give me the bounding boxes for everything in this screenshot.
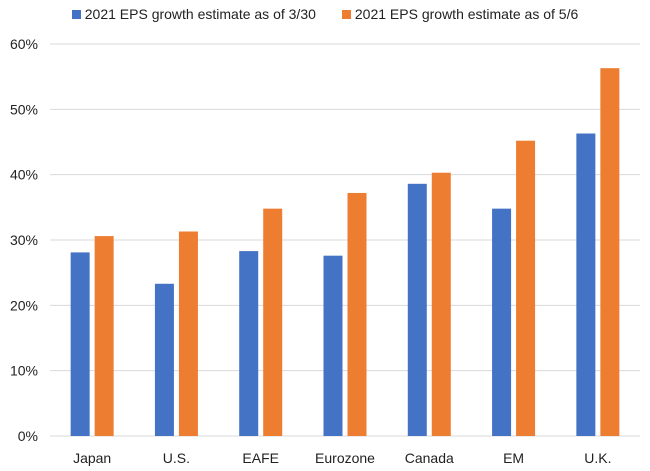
legend: 2021 EPS growth estimate as of 3/30 2021… [0, 6, 650, 22]
bar-blue [492, 208, 512, 436]
legend-label: 2021 EPS growth estimate as of 5/6 [354, 6, 579, 22]
bar-orange [516, 140, 536, 436]
x-tick-label: Eurozone [315, 450, 375, 466]
y-tick-label: 40% [10, 167, 38, 183]
bar-blue [576, 133, 596, 437]
bar-orange [347, 192, 367, 436]
bar-orange [431, 172, 451, 436]
y-tick-label: 50% [10, 101, 38, 117]
legend-item-series-1: 2021 EPS growth estimate as of 3/30 [71, 6, 316, 22]
bar-blue [323, 255, 343, 436]
y-tick-label: 10% [10, 363, 38, 379]
bar-orange [600, 68, 620, 436]
bar-orange [178, 231, 198, 436]
x-tick-label: Japan [73, 450, 111, 466]
bar-blue [154, 283, 174, 436]
x-tick-label: EM [503, 450, 524, 466]
legend-label: 2021 EPS growth estimate as of 3/30 [84, 6, 316, 22]
legend-swatch-blue [71, 9, 81, 19]
legend-swatch-orange [341, 9, 351, 19]
bar-orange [263, 208, 283, 436]
legend-item-series-2: 2021 EPS growth estimate as of 5/6 [341, 6, 579, 22]
bar-blue [70, 252, 90, 436]
y-tick-label: 0% [18, 428, 38, 444]
bar-orange [94, 236, 114, 436]
bar-blue [239, 251, 259, 436]
bar-blue [407, 183, 427, 436]
y-tick-label: 60% [10, 36, 38, 52]
y-tick-label: 30% [10, 232, 38, 248]
x-tick-label: U.S. [163, 450, 190, 466]
y-tick-label: 20% [10, 297, 38, 313]
x-tick-label: EAFE [242, 450, 279, 466]
x-tick-label: Canada [405, 450, 454, 466]
x-tick-label: U.K. [584, 450, 611, 466]
